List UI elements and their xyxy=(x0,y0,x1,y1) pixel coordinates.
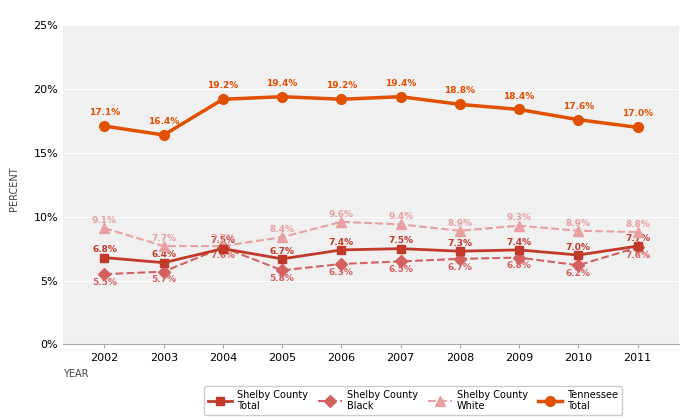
Text: PERCENT: PERCENT xyxy=(9,167,19,211)
Text: 18.4%: 18.4% xyxy=(503,92,535,100)
Text: 7.6%: 7.6% xyxy=(211,251,235,260)
Text: 6.5%: 6.5% xyxy=(389,265,413,274)
Text: 19.4%: 19.4% xyxy=(267,79,298,88)
Text: 7.7%: 7.7% xyxy=(625,234,650,243)
Text: 17.6%: 17.6% xyxy=(563,102,594,111)
Text: 7.5%: 7.5% xyxy=(211,236,235,245)
Text: 8.4%: 8.4% xyxy=(270,225,295,234)
Text: 6.8%: 6.8% xyxy=(507,261,531,270)
Text: 8.9%: 8.9% xyxy=(447,218,473,228)
Text: 17.1%: 17.1% xyxy=(89,108,120,117)
Text: 7.7%: 7.7% xyxy=(151,234,176,243)
Text: 17.0%: 17.0% xyxy=(622,109,653,118)
Text: 7.0%: 7.0% xyxy=(566,243,591,252)
Text: 5.7%: 5.7% xyxy=(151,276,176,284)
Text: 6.7%: 6.7% xyxy=(270,247,295,256)
Text: 9.1%: 9.1% xyxy=(92,216,117,225)
Text: 5.8%: 5.8% xyxy=(270,274,295,283)
Text: 6.3%: 6.3% xyxy=(329,268,354,277)
Text: 19.4%: 19.4% xyxy=(385,79,416,88)
Legend: Shelby County
Total, Shelby County
Black, Shelby County
White, Tennessee
Total: Shelby County Total, Shelby County Black… xyxy=(204,386,622,415)
Text: 9.3%: 9.3% xyxy=(507,213,531,223)
Text: 18.8%: 18.8% xyxy=(444,87,475,95)
Text: 6.4%: 6.4% xyxy=(151,250,176,260)
Text: YEAR: YEAR xyxy=(63,369,88,379)
Text: 19.2%: 19.2% xyxy=(207,81,239,90)
Text: 6.8%: 6.8% xyxy=(92,245,117,255)
Text: 7.4%: 7.4% xyxy=(329,238,354,247)
Text: 8.8%: 8.8% xyxy=(625,220,650,229)
Text: 6.2%: 6.2% xyxy=(566,269,591,278)
Text: 8.9%: 8.9% xyxy=(566,218,591,228)
Text: 9.6%: 9.6% xyxy=(329,210,354,219)
Text: 7.7%: 7.7% xyxy=(211,234,235,243)
Text: 9.4%: 9.4% xyxy=(388,212,413,221)
Text: 7.4%: 7.4% xyxy=(507,238,531,247)
Text: 19.2%: 19.2% xyxy=(326,81,357,90)
Text: 7.5%: 7.5% xyxy=(388,236,413,245)
Text: 5.5%: 5.5% xyxy=(92,278,117,287)
Text: 16.4%: 16.4% xyxy=(148,117,179,126)
Text: 7.6%: 7.6% xyxy=(625,251,650,260)
Text: 7.3%: 7.3% xyxy=(447,239,473,248)
Text: 6.7%: 6.7% xyxy=(447,262,473,272)
